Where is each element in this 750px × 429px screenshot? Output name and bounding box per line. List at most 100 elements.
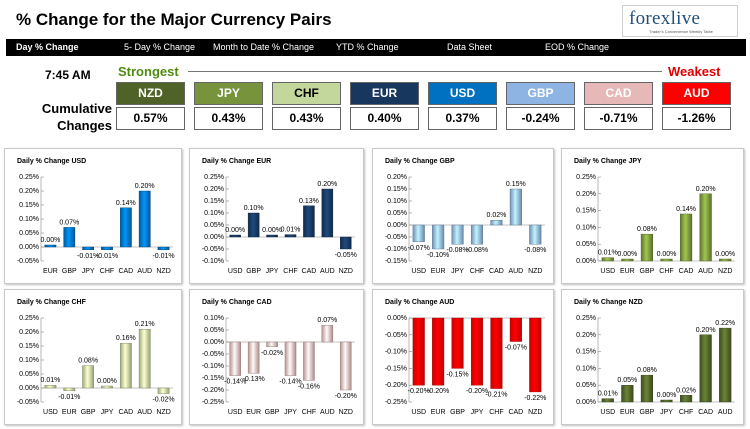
bar [601, 398, 614, 403]
x-tick-label: NZD [156, 409, 170, 416]
data-label: -0.02% [152, 397, 174, 404]
chart-usd-daily: Daily % Change USD -0.05% 0.00% 0.05% 0.10% 0… [4, 148, 182, 284]
chart-title: Daily % Change AUD [385, 299, 454, 306]
bar [699, 334, 712, 403]
tab-5day-change[interactable]: 5- Day % Change [124, 42, 196, 52]
x-tick-label: JPY [82, 268, 95, 275]
bar [719, 258, 732, 262]
bar [621, 258, 634, 262]
data-label: 0.01% [598, 250, 618, 257]
data-label: 0.20% [135, 183, 155, 190]
bar [451, 317, 464, 369]
currency-code: JPY [194, 82, 263, 105]
currency-code: CAD [584, 82, 653, 105]
x-tick-label: EUR [620, 268, 635, 275]
y-tick-label: 0.00% [576, 399, 596, 406]
tab-day-change[interactable]: Day % Change [16, 42, 79, 52]
x-tick-label: EUR [43, 268, 58, 275]
data-label: -0.13% [243, 376, 265, 383]
x-tick-label: USD [600, 409, 615, 416]
y-tick-label: 0.15% [576, 349, 596, 356]
x-tick-label: JPY [451, 268, 464, 275]
y-tick-label: 0.00% [204, 339, 224, 346]
x-tick-label: GBP [81, 409, 96, 416]
x-tick-label: GBP [265, 409, 280, 416]
bar [266, 341, 278, 347]
bar [340, 341, 352, 391]
bar [247, 212, 260, 238]
bar [529, 224, 542, 245]
data-label: 0.02% [676, 387, 696, 394]
y-tick-label: 0.00% [19, 244, 39, 251]
x-tick-label: USD [228, 409, 243, 416]
x-tick-label: GBP [450, 409, 465, 416]
y-tick-label: 0.05% [204, 327, 224, 334]
data-label: 0.15% [506, 181, 526, 188]
data-label: 0.05% [617, 377, 637, 384]
data-label: -0.07% [505, 345, 527, 352]
bar [303, 341, 315, 381]
y-tick-label: 0.15% [19, 343, 39, 350]
currency-gbp: GBP -0.24% [506, 82, 575, 130]
bar [470, 224, 484, 245]
logo-tagline: Trader's Convenience Weekly Table [649, 29, 713, 34]
tab-data-sheet[interactable]: Data Sheet [447, 42, 493, 52]
y-tick-label: 0.00% [204, 234, 224, 241]
x-tick-label: EUR [431, 409, 446, 416]
y-tick-label: 0.15% [387, 186, 407, 193]
bar [640, 233, 654, 262]
x-tick-label: JPY [471, 409, 484, 416]
y-tick-label: 0.20% [576, 332, 596, 339]
chart-chf-daily: Daily % Change CHF -0.05% 0.00% 0.05% 0.10% 0… [4, 289, 182, 425]
y-tick-label: -0.25% [202, 399, 224, 406]
strength-arrow-line [188, 71, 662, 72]
data-label: 0.07% [317, 317, 337, 324]
x-tick-label: GBP [640, 409, 655, 416]
data-label: 0.00% [225, 227, 245, 234]
y-tick-label: 0.15% [204, 198, 224, 205]
data-label: -0.01% [58, 394, 80, 401]
chart-svg: Daily % Change USD-0.05%0.00%0.05%0.10%0… [17, 158, 175, 275]
y-tick-label: 0.25% [204, 174, 224, 181]
bar [679, 395, 693, 403]
x-tick-label: CHF [100, 268, 114, 275]
y-tick-label: 0.15% [576, 208, 596, 215]
bar [44, 244, 57, 248]
data-label: -0.01% [152, 253, 174, 260]
data-label: 0.10% [244, 205, 264, 212]
tab-ytd-change[interactable]: YTD % Change [336, 42, 399, 52]
bar [44, 384, 57, 389]
x-tick-label: NZD [528, 268, 542, 275]
bar [432, 317, 445, 386]
bar [321, 325, 334, 343]
y-tick-label: -0.15% [385, 365, 407, 372]
chart-svg: Daily % Change CAD-0.25%-0.20%-0.15%-0.1… [202, 299, 357, 416]
x-tick-label: CHF [659, 268, 673, 275]
x-tick-label: CHF [302, 409, 316, 416]
tab-month-to-date[interactable]: Month to Date % Change [213, 42, 315, 52]
y-tick-label: 0.05% [19, 230, 39, 237]
chart-title: Daily % Change GBP [385, 158, 455, 165]
data-label: -0.15% [446, 371, 468, 378]
x-tick-label: USD [43, 409, 58, 416]
x-tick-label: NZD [339, 268, 353, 275]
x-tick-label: AUD [137, 409, 152, 416]
bar [529, 317, 542, 393]
y-tick-label: -0.10% [385, 349, 407, 356]
bar [284, 234, 297, 238]
currency-code: NZD [116, 82, 185, 105]
currency-code: CHF [272, 82, 341, 105]
bar [229, 234, 241, 238]
bar [679, 213, 693, 262]
x-tick-label: JPY [266, 268, 279, 275]
y-tick-label: 0.10% [204, 315, 224, 322]
tab-eod-change[interactable]: EOD % Change [545, 42, 610, 52]
y-tick-label: -0.05% [202, 246, 224, 253]
forexlive-logo[interactable]: forexlive Trader's Convenience Weekly Ta… [622, 5, 738, 37]
x-tick-label: USD [228, 268, 243, 275]
y-tick-label: 0.20% [204, 186, 224, 193]
cumulative-changes-label: Cumulative Changes [41, 101, 112, 133]
bar [470, 317, 484, 386]
chart-title: Daily % Change USD [17, 158, 86, 165]
currency-jpy: JPY 0.43% [194, 82, 263, 130]
